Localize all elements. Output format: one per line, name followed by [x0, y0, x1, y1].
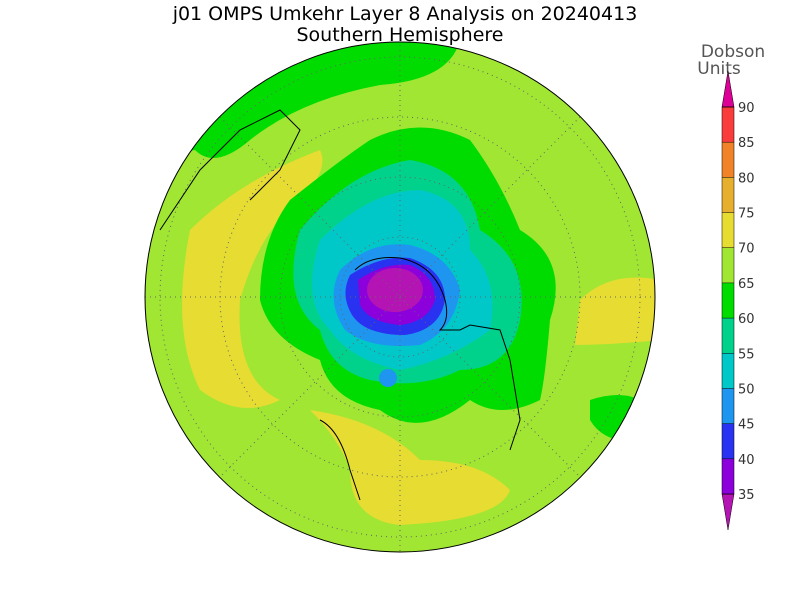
colorbar-segment — [722, 177, 734, 213]
colorbar-label: Units — [697, 59, 741, 79]
map-border — [144, 41, 656, 553]
colorbar-segment — [722, 247, 734, 283]
colorbar-segment — [722, 318, 734, 354]
colorbar-tick-label: 90 — [738, 101, 755, 116]
title: j01 OMPS Umkehr Layer 8 Analysis on 2024… — [172, 3, 638, 25]
colorbar-segment — [722, 423, 734, 459]
colorbar-tick-label: 60 — [738, 312, 755, 327]
colorbar-tick-label: 70 — [738, 242, 755, 257]
colorbar-tick-label: 85 — [738, 136, 755, 151]
colorbar-label: Dobson — [701, 42, 765, 62]
colorbar-segment — [722, 212, 734, 248]
colorbar-segment — [722, 458, 734, 494]
colorbar-tick-label: 65 — [738, 277, 755, 292]
colorbar-tick-label: 35 — [738, 488, 755, 503]
colorbar-segment — [722, 282, 734, 319]
colorbar-tick-label: 50 — [738, 382, 755, 397]
colorbar-tick-label: 45 — [738, 418, 755, 433]
colorbar: 35 40 45 50 55 60 65 70 75 80 85 90 — [721, 70, 755, 531]
colorbar-segment — [722, 388, 734, 424]
colorbar-segment — [722, 142, 734, 178]
colorbar-segment — [722, 353, 734, 389]
colorbar-tick-label: 80 — [738, 171, 755, 186]
colorbar-segment — [722, 107, 734, 143]
colorbar-tick-label: 75 — [738, 207, 755, 222]
colorbar-tick-label: 55 — [738, 347, 755, 362]
colorbar-tick-label: 40 — [738, 453, 755, 468]
colorbar-under — [721, 493, 735, 531]
subtitle: Southern Hemisphere — [296, 24, 503, 46]
